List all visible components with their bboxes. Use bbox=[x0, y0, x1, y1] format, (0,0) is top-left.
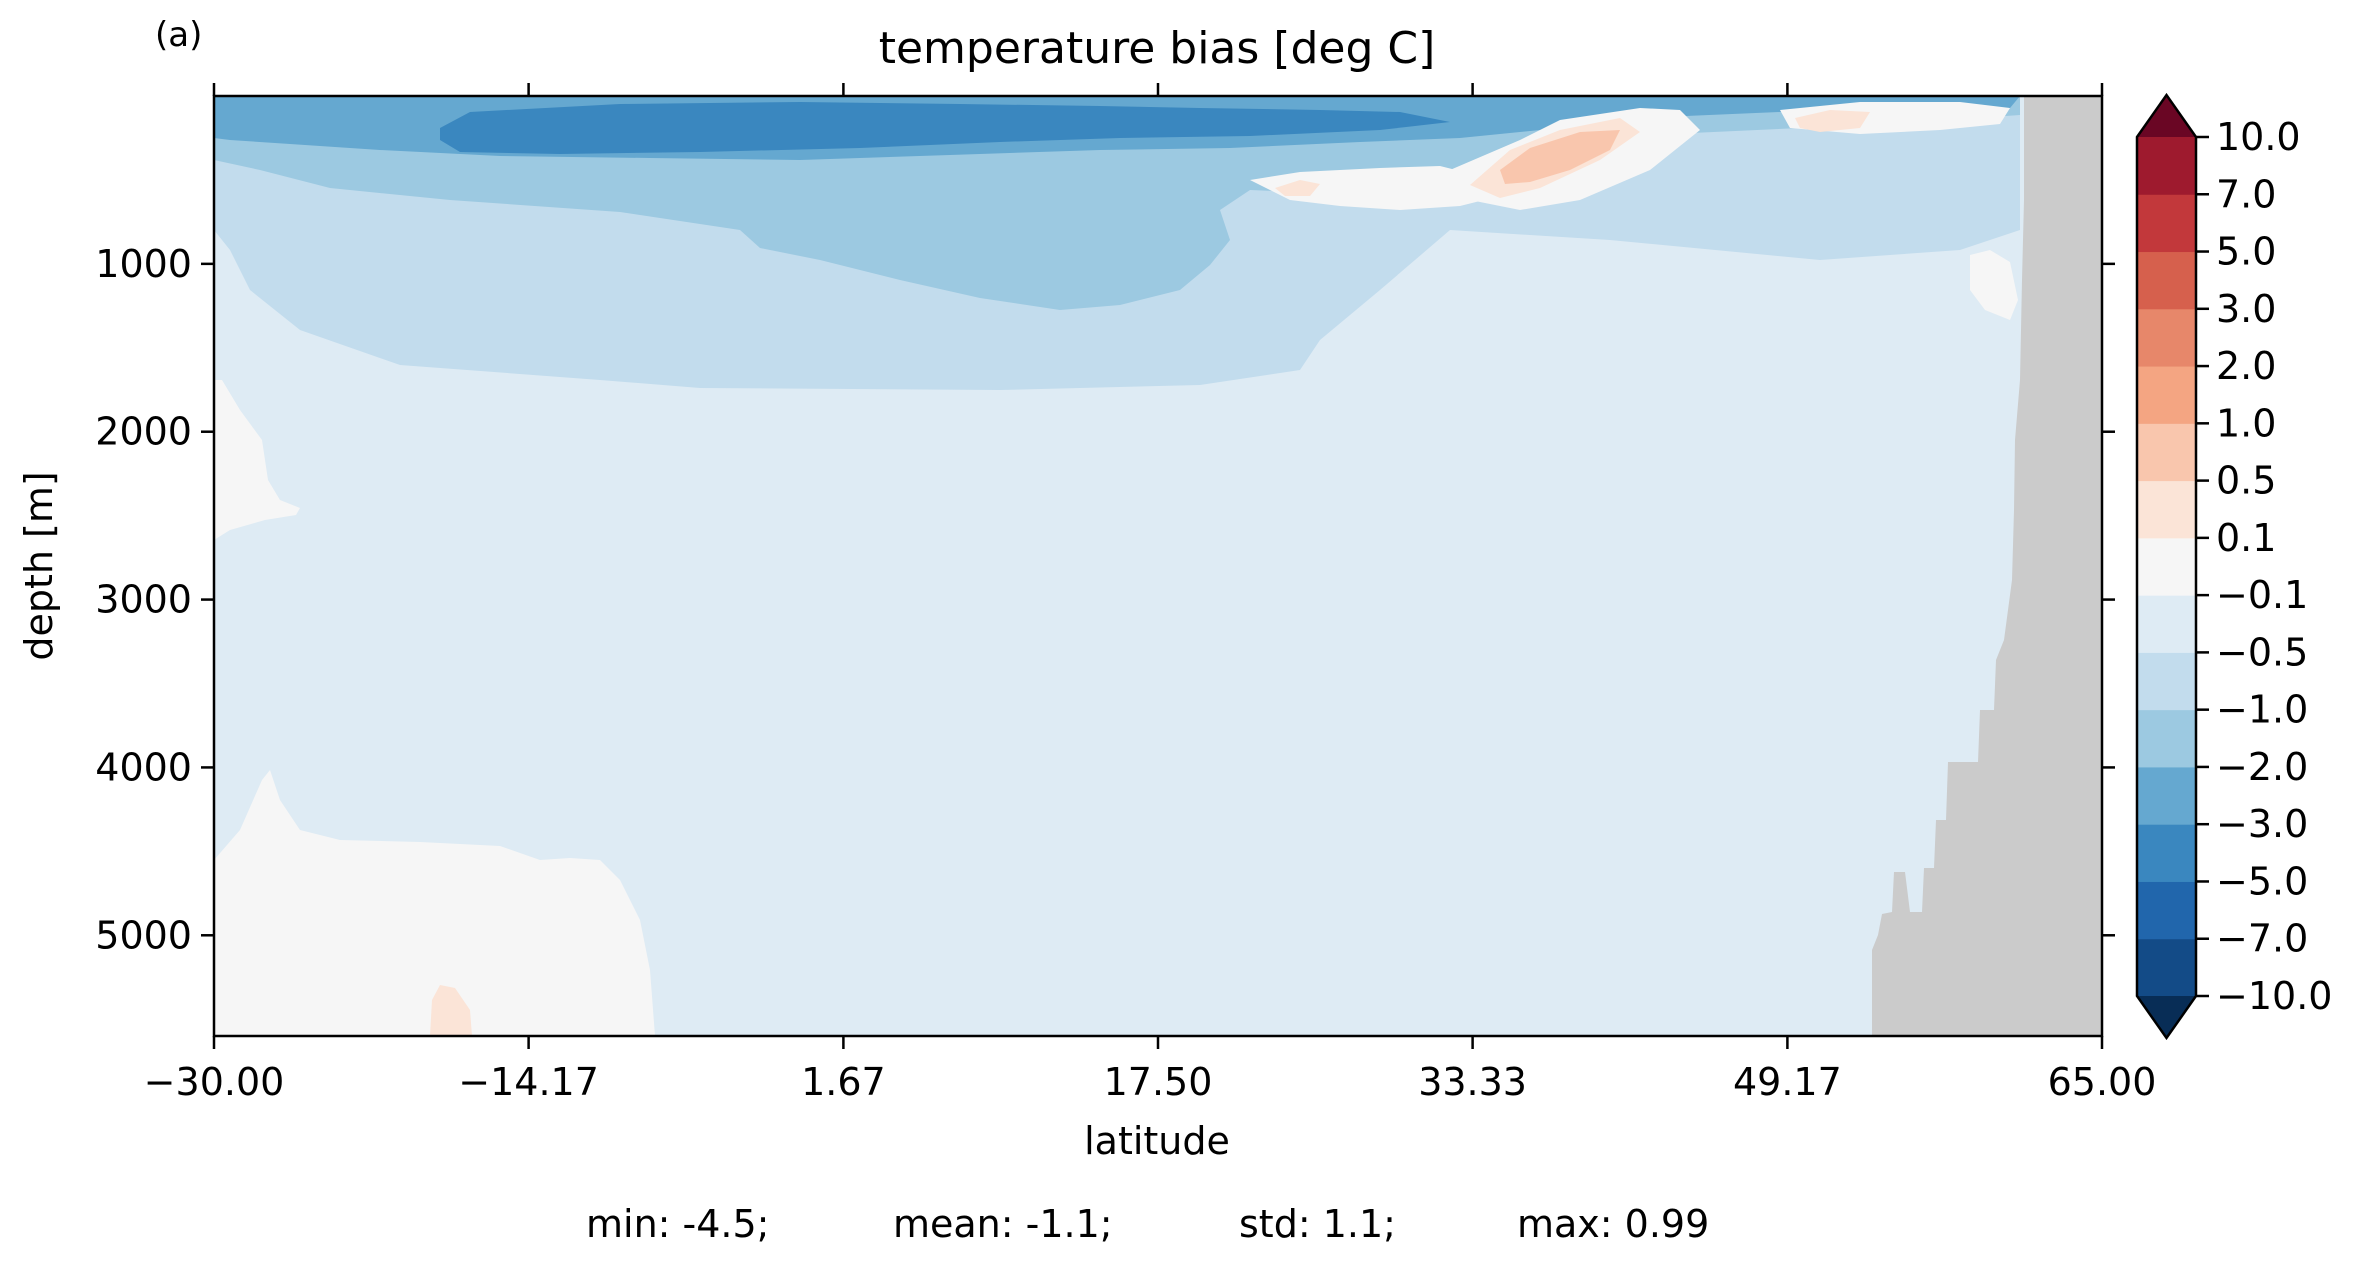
stat-max: max: 0.99 bbox=[1517, 1202, 1709, 1246]
y-tick-label: 1000 bbox=[95, 242, 192, 286]
stat-std: std: 1.1; bbox=[1239, 1202, 1396, 1246]
colorbar: −10.0 −7.0 −5.0 −3.0 −2.0 −1.0 −0.5 −0.1 0.1 0.5 1… bbox=[2135, 92, 2332, 1041]
contour-pos-4 bbox=[430, 985, 472, 1036]
colorbar-band bbox=[2137, 537, 2196, 596]
y-tick-label: 3000 bbox=[95, 578, 192, 622]
x-tick-label: 33.33 bbox=[1418, 1060, 1527, 1104]
contour-pos-05 bbox=[1500, 130, 1620, 184]
colorbar-band bbox=[2137, 480, 2196, 539]
stat-min: min: -4.5; bbox=[586, 1202, 770, 1246]
contour-zero-top1 bbox=[1250, 166, 1500, 210]
x-tick-label: 65.00 bbox=[2048, 1060, 2157, 1104]
colorbar-extend-high bbox=[2137, 95, 2196, 137]
colorbar-tick-label: −0.1 bbox=[2216, 573, 2308, 617]
colorbar-tick-label: 0.1 bbox=[2216, 516, 2276, 560]
land-mask bbox=[1872, 96, 2102, 1036]
contour-pos-3 bbox=[1795, 110, 1870, 132]
colorbar-band bbox=[2137, 881, 2196, 940]
colorbar-tick-label: −0.5 bbox=[2216, 630, 2308, 674]
colorbar-band bbox=[2137, 251, 2196, 310]
colorbar-band bbox=[2137, 709, 2196, 768]
colorbar-tick-label: 5.0 bbox=[2216, 230, 2276, 274]
y-tick-label: 5000 bbox=[95, 913, 192, 957]
colorbar-band bbox=[2137, 423, 2196, 482]
colorbar-tick-label: −3.0 bbox=[2216, 802, 2308, 846]
colorbar-tick-label: 7.0 bbox=[2216, 172, 2276, 216]
x-axis-label: latitude bbox=[1084, 1119, 1230, 1163]
x-tick-label: −30.00 bbox=[144, 1060, 285, 1104]
y-axis-label: depth [m] bbox=[17, 471, 61, 660]
x-tick-label: −14.17 bbox=[458, 1060, 599, 1104]
x-tick-label: 49.17 bbox=[1733, 1060, 1842, 1104]
colorbar-tick-label: −7.0 bbox=[2216, 917, 2308, 961]
colorbar-extend-low bbox=[2137, 996, 2196, 1038]
colorbar-tick-label: 0.5 bbox=[2216, 459, 2276, 503]
y-tick-label: 2000 bbox=[95, 410, 192, 454]
colorbar-band bbox=[2137, 824, 2196, 882]
colorbar-tick-label: 3.0 bbox=[2216, 287, 2276, 331]
y-tick-label: 4000 bbox=[95, 745, 192, 789]
colorbar-tick-label: 10.0 bbox=[2216, 115, 2301, 159]
colorbar-band bbox=[2137, 595, 2196, 653]
colorbar-band bbox=[2137, 137, 2196, 195]
contour-zero-left bbox=[214, 380, 300, 540]
contour-pos-2 bbox=[1275, 180, 1320, 196]
colorbar-tick-label: 2.0 bbox=[2216, 344, 2276, 388]
plot-area: −30.00 −14.17 1.67 17.50 33.33 49.17 65.00 100… bbox=[95, 83, 2156, 1104]
x-axis-ticks: −30.00 −14.17 1.67 17.50 33.33 49.17 65.00 bbox=[144, 83, 2157, 1104]
colorbar-tick-label: −5.0 bbox=[2216, 859, 2308, 903]
contour-minus5 bbox=[440, 102, 1450, 154]
contour-zero-bottom bbox=[214, 770, 655, 1036]
colorbar-band bbox=[2137, 766, 2196, 825]
stat-mean: mean: -1.1; bbox=[893, 1202, 1113, 1246]
colorbar-band bbox=[2137, 938, 2196, 997]
panel-label: (a) bbox=[155, 15, 202, 55]
colorbar-tick-label: −1.0 bbox=[2216, 688, 2308, 732]
colorbar-band bbox=[2137, 366, 2196, 424]
colorbar-tick-label: 1.0 bbox=[2216, 401, 2276, 445]
x-tick-label: 1.67 bbox=[801, 1060, 886, 1104]
x-tick-label: 17.50 bbox=[1104, 1060, 1213, 1104]
colorbar-band bbox=[2137, 308, 2196, 367]
colorbar-band bbox=[2137, 652, 2196, 711]
colorbar-tick-label: −2.0 bbox=[2216, 745, 2308, 789]
chart-title: temperature bias [deg C] bbox=[879, 23, 1436, 74]
colorbar-band bbox=[2137, 194, 2196, 253]
y-axis-ticks: 1000 2000 3000 4000 5000 bbox=[95, 242, 2115, 957]
contour-zero-coast bbox=[1970, 250, 2018, 320]
colorbar-tick-label: −10.0 bbox=[2216, 974, 2332, 1018]
contour-regions bbox=[214, 96, 2020, 1036]
